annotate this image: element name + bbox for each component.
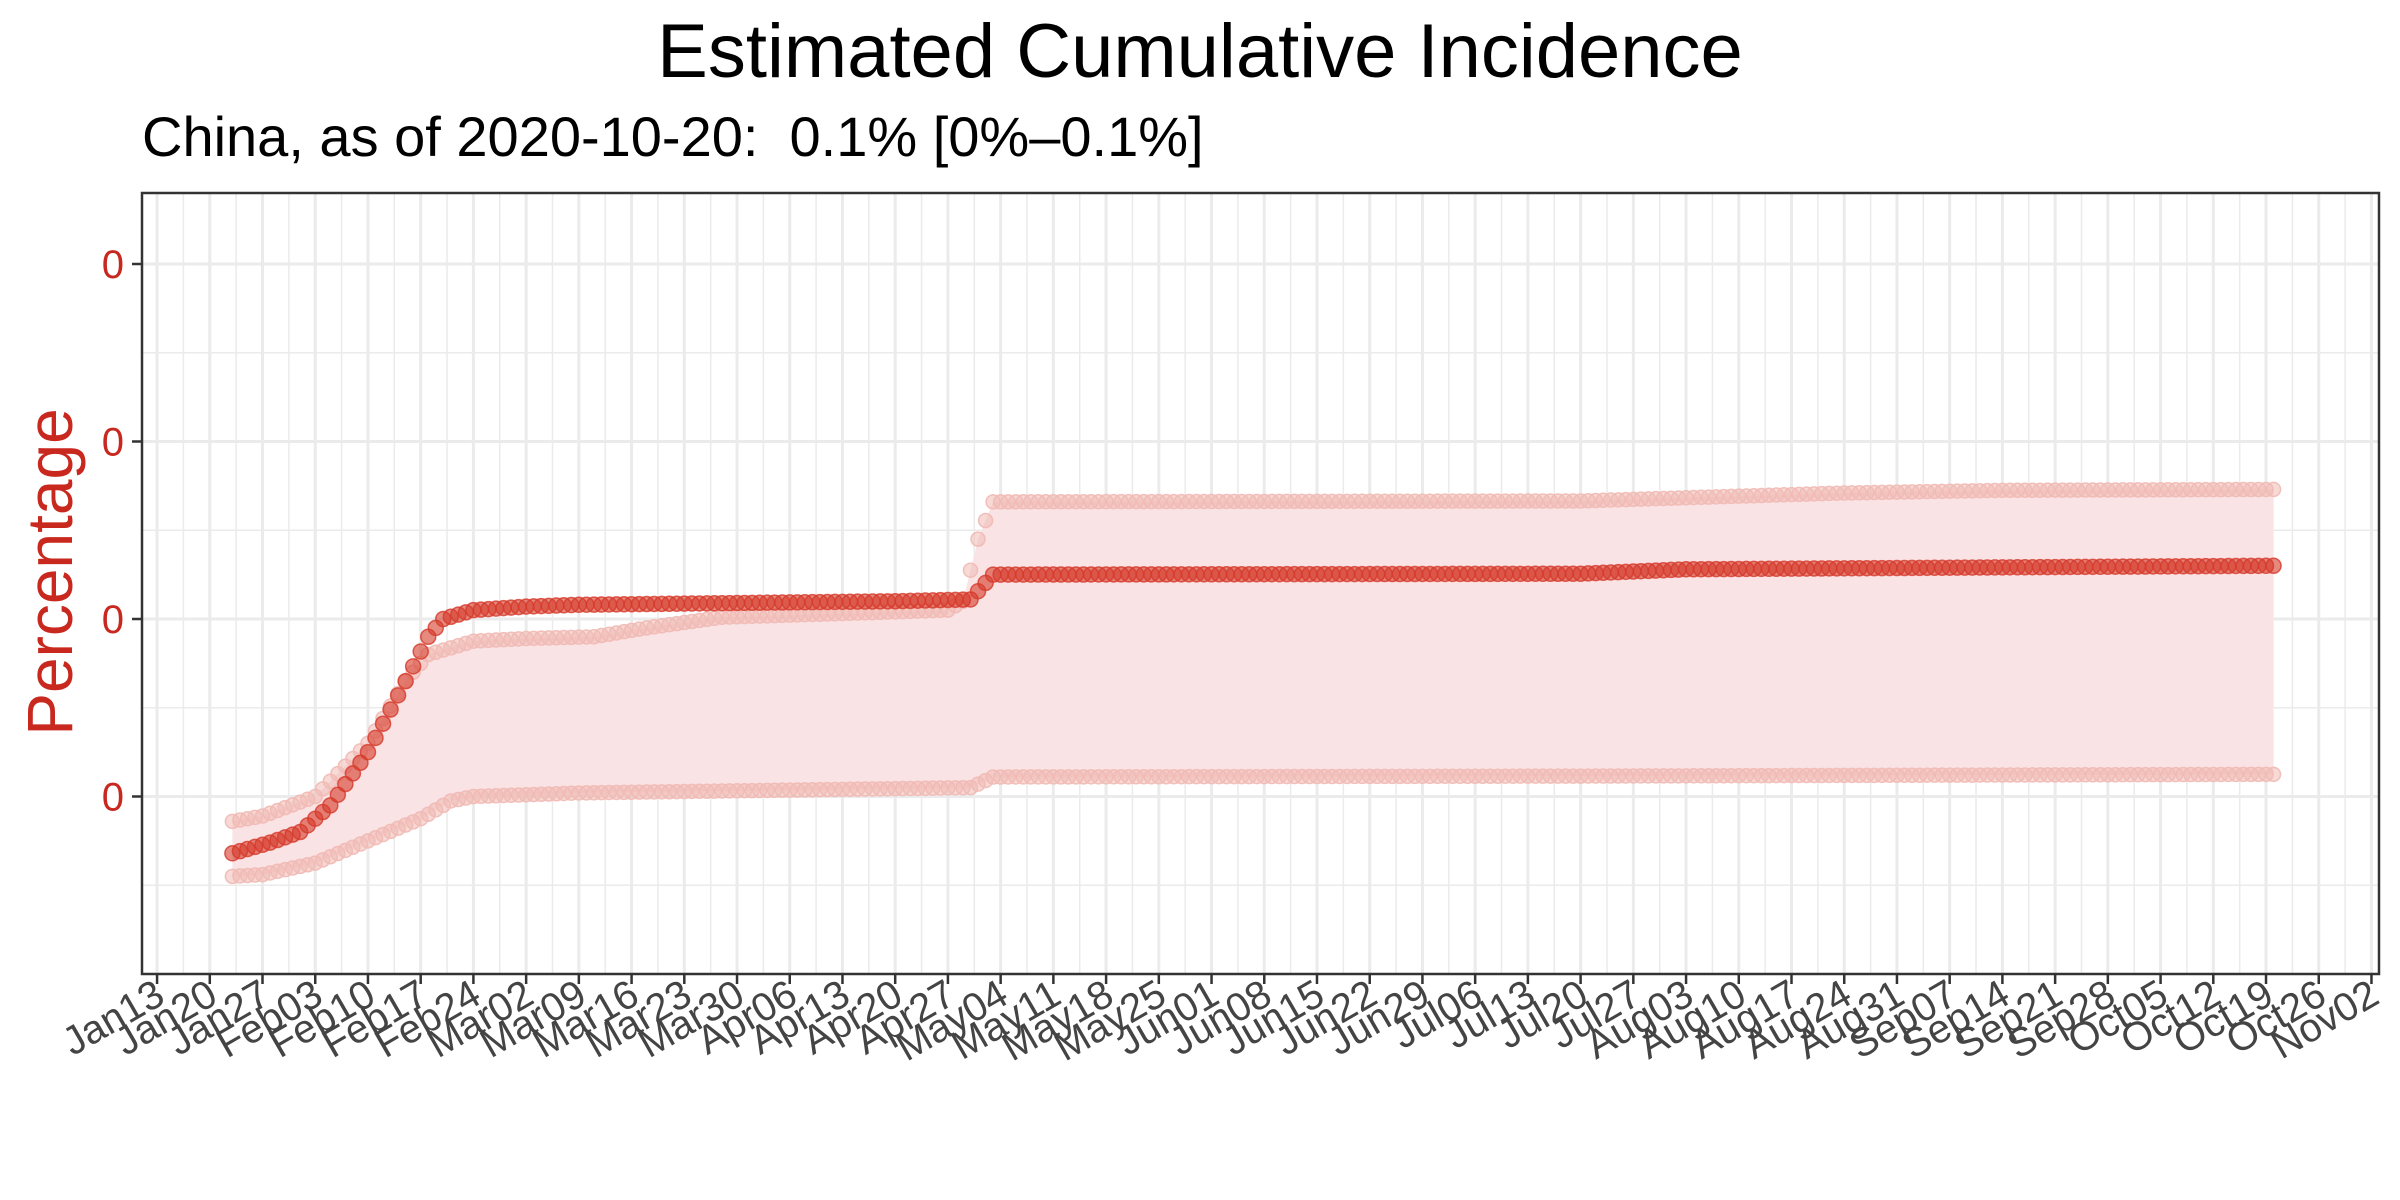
estimate-point (367, 729, 384, 747)
lower-bound-point (2265, 766, 2282, 783)
estimate-point (374, 715, 392, 732)
estimate-point (397, 672, 414, 690)
y-tick-label: 0 (102, 243, 124, 287)
upper-bound-point (977, 512, 994, 529)
x-tick-label: Nov02 (2264, 972, 2386, 1068)
chart-title: Estimated Cumulative Incidence (657, 9, 1743, 94)
estimate-point (359, 743, 377, 761)
panel-border (140, 191, 2381, 976)
y-tick-label: 0 (102, 421, 124, 465)
estimate-point (412, 643, 429, 660)
confidence-ribbon (232, 489, 2274, 877)
y-tick-label: 0 (102, 776, 124, 820)
estimate-point (382, 701, 399, 718)
estimate-point (2265, 557, 2282, 574)
upper-bound-point (970, 531, 986, 547)
chart-subtitle: China, as of 2020-10-20: 0.1% [0%–0.1%] (142, 105, 1204, 168)
estimate-point (404, 658, 422, 675)
estimate-point (389, 687, 407, 704)
y-tick-label: 0 (102, 598, 124, 642)
upper-bound-point (2265, 481, 2282, 498)
upper-bound-point (962, 562, 979, 578)
